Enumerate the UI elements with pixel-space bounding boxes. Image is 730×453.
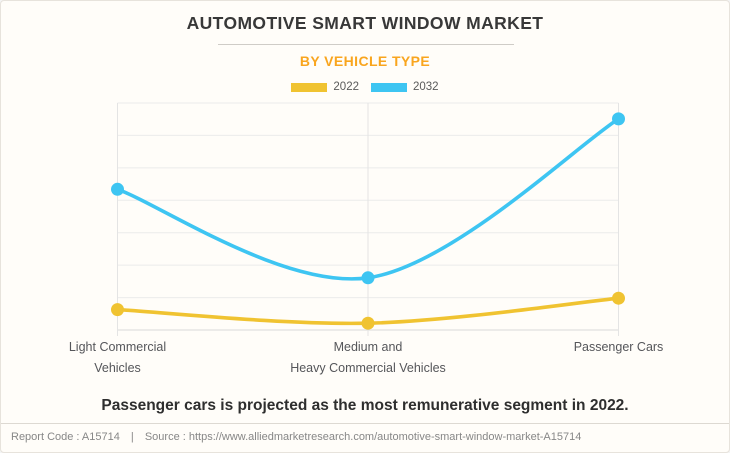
title-divider	[218, 44, 514, 45]
x-axis-label-passenger-cars: Passenger Cars	[573, 340, 664, 354]
legend-item-2022[interactable]: 2022	[291, 81, 359, 93]
line-chart-plot	[111, 102, 625, 336]
chart-subtitle: BY VEHICLE TYPE	[299, 53, 431, 69]
chart-remark: Passenger cars is projected as the most …	[101, 397, 629, 414]
footer-separator: |	[130, 431, 134, 443]
report-code: Report Code : A15714	[11, 431, 120, 443]
legend-label-2022: 2022	[333, 81, 359, 93]
legend-swatch-2022-icon	[291, 82, 328, 92]
x-axis-label-light-commercial-vehicles: Light Commercial Vehicles	[68, 340, 167, 375]
data-point-2032-0[interactable]	[111, 182, 124, 196]
source-url: Source : https://www.alliedmarketresearc…	[144, 431, 582, 443]
footer-bar: Report Code : A15714 | Source : https://…	[1, 423, 729, 452]
x-axis-label-medium-heavy-commercial-vehicles: Medium and Heavy Commercial Vehicles	[290, 340, 446, 375]
data-point-2032-2[interactable]	[612, 112, 625, 126]
page-title: AUTOMOTIVE SMART WINDOW MARKET	[186, 13, 544, 33]
legend-swatch-2032-icon	[371, 82, 407, 92]
legend-item-2032[interactable]: 2032	[371, 81, 439, 93]
chart-legend: 2022 2032	[1, 81, 729, 93]
data-point-2022-2[interactable]	[612, 291, 625, 305]
data-point-2032-1[interactable]	[361, 271, 375, 285]
data-point-2022-0[interactable]	[111, 303, 124, 317]
data-point-2022-1[interactable]	[361, 316, 375, 330]
legend-label-2032: 2032	[413, 81, 439, 93]
